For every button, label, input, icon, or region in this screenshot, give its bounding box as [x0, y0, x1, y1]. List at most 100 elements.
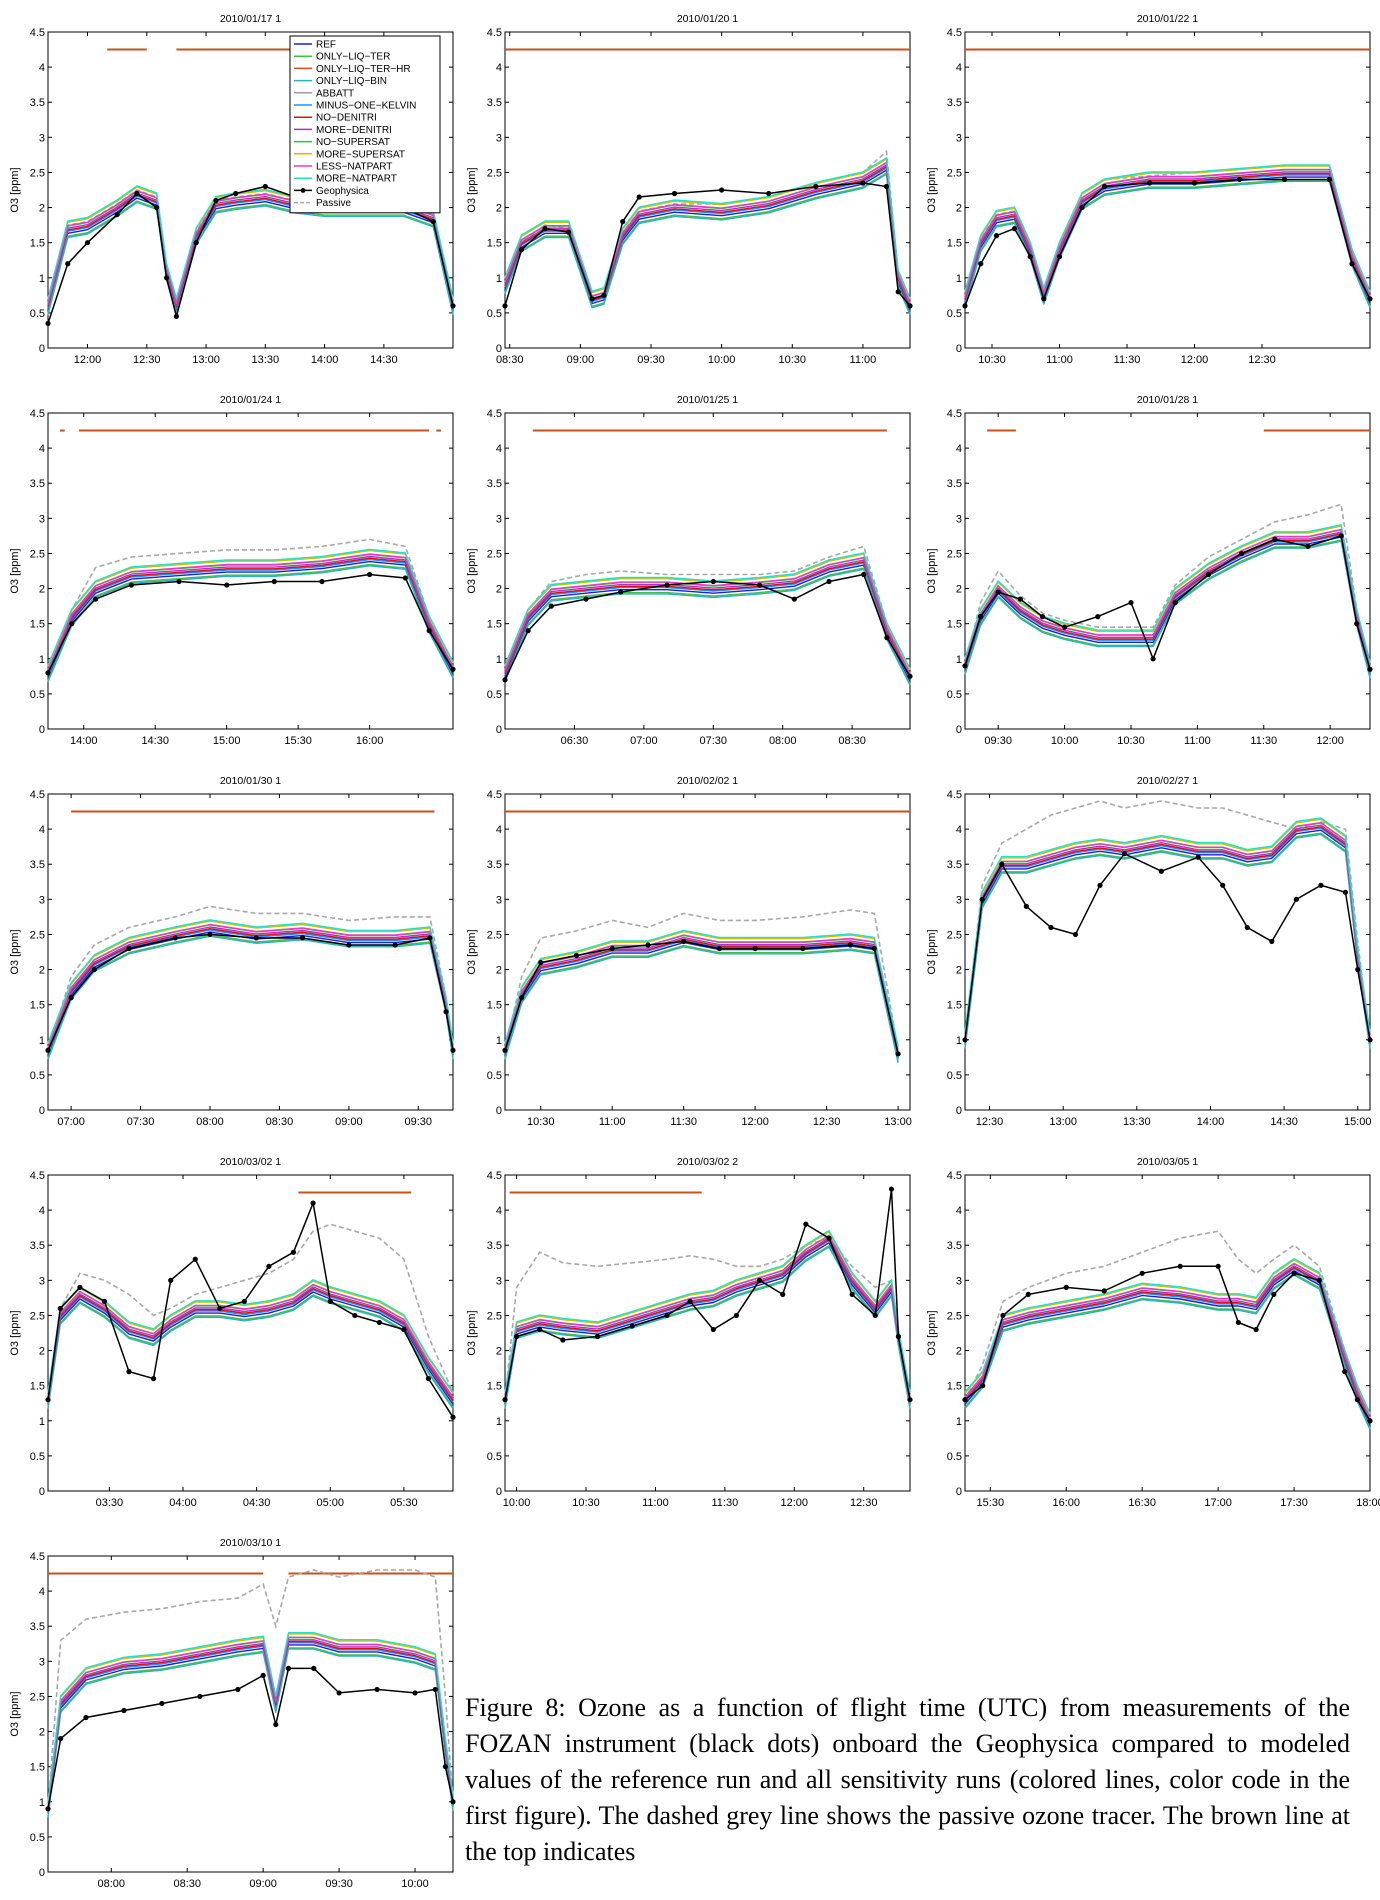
plot-frame [504, 31, 911, 349]
y-tick-label: 3.5 [487, 97, 502, 109]
model-run-line [504, 944, 899, 1062]
panel-title: 2010/01/30 1 [220, 775, 281, 787]
geophysica-point [542, 226, 548, 232]
model-run-line [47, 1294, 454, 1408]
x-tick-label: 08:00 [196, 1116, 224, 1128]
geophysica-point [1041, 296, 1047, 302]
geophysica-point [518, 247, 525, 253]
model-run-line [504, 1234, 911, 1397]
model-run-line [504, 157, 911, 299]
y-tick-label: 1.5 [487, 238, 502, 250]
y-tick-label: 4.5 [947, 408, 962, 420]
geophysica-point [290, 1249, 297, 1255]
x-tick-label: 16:30 [1128, 1497, 1156, 1509]
geophysica-point [443, 1009, 449, 1015]
geophysica-point [872, 1312, 878, 1319]
y-tick-label: 4 [956, 443, 962, 455]
model-run-line [504, 173, 911, 315]
y-tick-label: 3.5 [30, 97, 45, 109]
y-tick-label: 2 [496, 965, 502, 977]
y-tick-label: 1.5 [30, 238, 45, 250]
y-tick-label: 2 [39, 584, 45, 596]
y-tick-label: 0.5 [30, 1832, 45, 1844]
geophysica-point [154, 204, 160, 211]
x-tick-label: 14:00 [1197, 1116, 1225, 1128]
geophysica-point [1367, 666, 1373, 672]
geophysica-point [1048, 924, 1054, 931]
y-tick-label: 3 [496, 894, 502, 906]
legend-marker [300, 188, 306, 193]
geophysica-point [594, 1333, 601, 1340]
geophysica-point [1354, 621, 1360, 627]
geophysica-point [1293, 896, 1299, 902]
legend-label: NO−DENITRI [316, 113, 377, 124]
model-run-line [964, 172, 1371, 301]
geophysica-point [217, 1305, 223, 1312]
geophysica-line [504, 182, 911, 307]
geophysica-point [671, 190, 678, 197]
panel-title: 2010/02/02 1 [677, 775, 738, 787]
geophysica-point [813, 183, 819, 190]
model-run-line [964, 534, 1371, 672]
model-run-line [47, 1641, 454, 1811]
model-run-line [964, 528, 1371, 667]
geophysica-point [883, 183, 890, 190]
x-tick-label: 05:30 [390, 1497, 418, 1509]
geophysica-point [962, 663, 968, 669]
y-tick-label: 3 [39, 132, 45, 144]
y-tick-label: 4.5 [30, 27, 45, 39]
x-tick-label: 04:30 [243, 1497, 271, 1509]
passive-tracer-line [964, 1230, 1371, 1422]
x-tick-label: 12:30 [1248, 354, 1276, 366]
y-tick-label: 3 [956, 894, 962, 906]
geophysica-point [402, 575, 408, 581]
y-tick-label: 0.5 [487, 1070, 502, 1082]
y-axis-label: O3 [ppm] [466, 929, 478, 974]
y-tick-label: 0.5 [947, 689, 962, 701]
geophysica-point [83, 1714, 89, 1721]
geophysica-point [233, 190, 239, 197]
model-run-line [964, 833, 1371, 1049]
geophysica-point [1355, 966, 1361, 973]
geophysica-point [260, 1672, 266, 1678]
geophysica-point [1215, 1263, 1221, 1269]
model-run-line [964, 832, 1371, 1048]
geophysica-point [77, 1284, 83, 1290]
geophysica-point [235, 1686, 241, 1693]
geophysica-point [888, 1186, 895, 1192]
y-tick-label: 2 [39, 965, 45, 977]
y-tick-label: 2 [956, 1346, 962, 1358]
x-tick-label: 12:00 [1181, 354, 1209, 366]
panel-title: 2010/01/20 1 [677, 13, 738, 25]
y-tick-label: 0.5 [487, 308, 502, 320]
passive-tracer-line [504, 149, 911, 307]
geophysica-point [114, 211, 120, 218]
geophysica-point [173, 313, 180, 319]
geophysica-point [1011, 226, 1018, 232]
x-tick-label: 07:00 [57, 1116, 85, 1128]
geophysica-point [756, 1277, 763, 1283]
geophysica-point [374, 1686, 380, 1693]
geophysica-point [687, 1298, 693, 1304]
passive-tracer-line [964, 503, 1371, 670]
model-run-line [504, 561, 911, 678]
y-tick-label: 4.5 [487, 408, 502, 420]
passive-tracer-line [504, 1237, 911, 1400]
x-tick-label: 11:00 [850, 354, 877, 366]
model-run-line [964, 176, 1371, 304]
y-tick-label: 4 [496, 824, 502, 836]
geophysica-point [645, 942, 651, 948]
y-tick-label: 4.5 [30, 789, 45, 801]
model-run-line [504, 1234, 911, 1398]
model-run-line [964, 1262, 1371, 1419]
x-tick-label: 12:00 [781, 1497, 809, 1509]
model-run-line [504, 568, 911, 686]
geophysica-point [319, 578, 325, 585]
y-tick-label: 1.5 [947, 619, 962, 631]
geophysica-point [1063, 1284, 1069, 1290]
y-tick-label: 1 [956, 1035, 962, 1047]
y-tick-label: 0.5 [947, 1070, 962, 1082]
geophysica-point [1072, 931, 1079, 938]
x-tick-label: 10:00 [1051, 735, 1079, 747]
y-tick-label: 3.5 [947, 859, 962, 871]
